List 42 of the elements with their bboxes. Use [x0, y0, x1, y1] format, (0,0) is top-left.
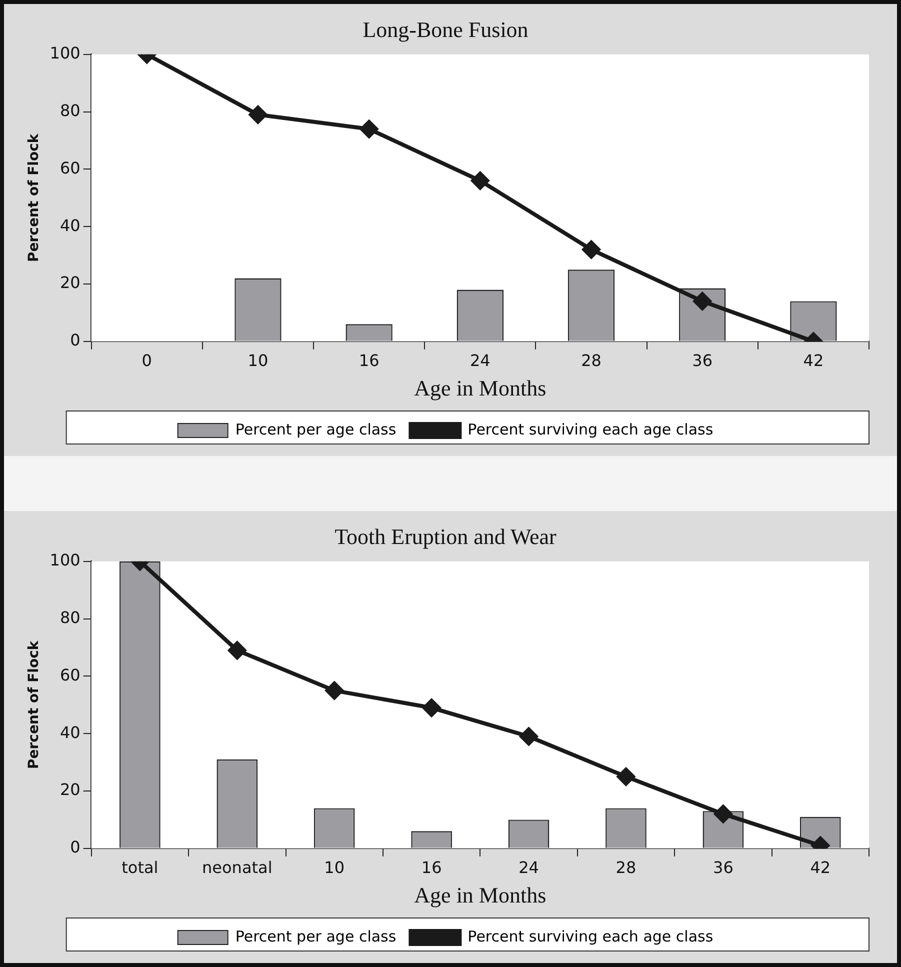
legend-label: Percent per age class — [235, 420, 396, 438]
y-tick-label: 80 — [60, 100, 80, 120]
x-tick-label: 16 — [358, 351, 380, 370]
y-tick-label: 20 — [60, 273, 80, 292]
x-tick-label: total — [122, 858, 158, 878]
legend-label: Percent surviving each age class — [468, 420, 714, 438]
x-tick-label: 28 — [581, 351, 602, 370]
x-axis-title: Age in Months — [414, 882, 546, 908]
x-tick-label: 10 — [248, 351, 268, 370]
legend-label: Percent per age class — [235, 927, 396, 946]
x-tick-label: 0 — [142, 351, 152, 370]
y-tick-label: 80 — [60, 608, 80, 627]
point — [360, 120, 378, 138]
y-axis-title: Percent of Flock — [26, 133, 42, 262]
x-tick-label: 36 — [713, 858, 734, 878]
x-tick-label: 42 — [803, 351, 824, 370]
x-axis-title: Age in Months — [414, 376, 546, 401]
x-tick-label: 28 — [616, 858, 636, 878]
chart-title: Tooth Eruption and Wear — [334, 524, 558, 549]
y-tick-label: 60 — [60, 158, 80, 178]
x-tick-label: 42 — [810, 858, 831, 878]
y-axis-title: Percent of Flock — [26, 640, 42, 769]
point — [693, 292, 712, 310]
y-tick-label: 0 — [70, 838, 80, 857]
y-tick-label: 40 — [60, 722, 80, 742]
point — [248, 106, 267, 124]
x-tick-label: 16 — [421, 858, 442, 878]
point — [471, 172, 490, 190]
y-tick-label: 60 — [60, 665, 80, 684]
point — [582, 240, 600, 259]
y-tick-label: 40 — [60, 216, 80, 235]
y-tick-label: 100 — [50, 550, 80, 570]
y-tick-label: 100 — [50, 44, 80, 63]
chart-title: Long-Bone Fusion — [362, 16, 528, 42]
y-tick-label: 20 — [60, 780, 80, 800]
x-tick-label: 24 — [470, 351, 490, 370]
x-tick-label: 36 — [692, 351, 713, 370]
y-tick-label: 0 — [70, 330, 80, 350]
legend-label: Percent surviving each age class — [468, 927, 714, 946]
x-tick-label: neonatal — [202, 858, 272, 878]
x-tick-label: 24 — [518, 858, 539, 878]
x-tick-label: 10 — [324, 858, 345, 878]
